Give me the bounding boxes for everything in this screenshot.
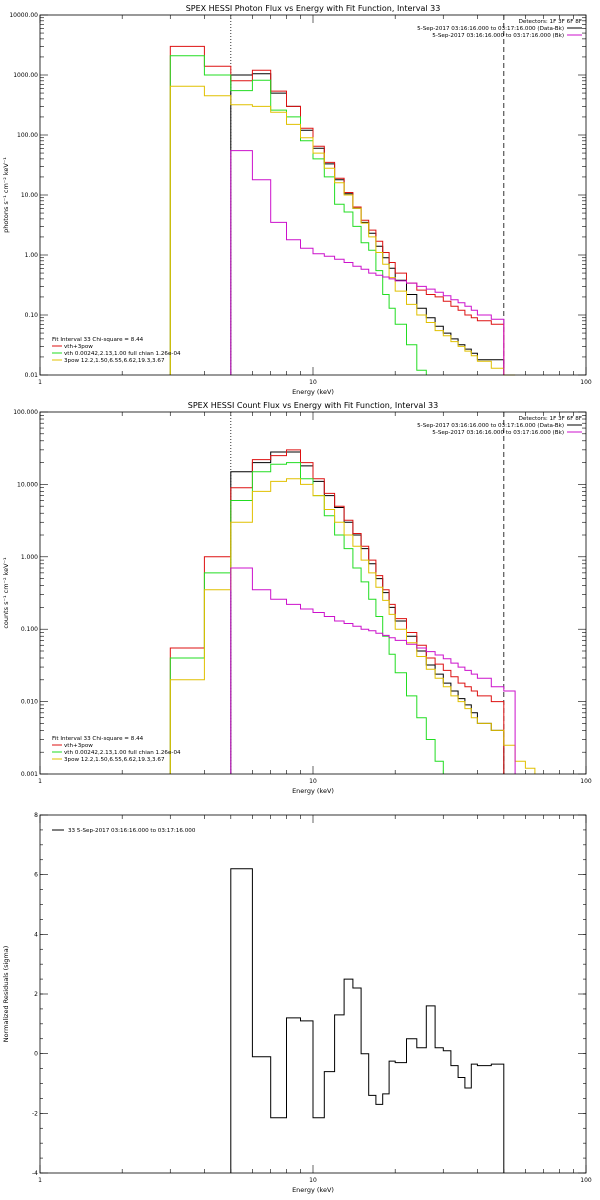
- x-tick-label: 1: [38, 379, 42, 386]
- legend-entry: vth 0.00242,2.13,1.00 full chian 1.26e-0…: [64, 750, 181, 756]
- y-tick-label: 8: [34, 812, 38, 819]
- y-tick-label: 1.000: [21, 554, 38, 561]
- x-axis-label: Energy (keV): [292, 787, 334, 795]
- legend-entry: 5-Sep-2017 03:16:16.000 to 03:17:16.000 …: [417, 423, 564, 429]
- legend-entry: Detectors: 1F 3F 6F 8F: [519, 19, 582, 25]
- y-axis-label: counts s⁻¹ cm⁻² keV⁻¹: [2, 557, 10, 629]
- chart-title: SPEX HESSI Photon Flux vs Energy with Fi…: [186, 4, 441, 13]
- y-tick-label: 0.010: [21, 699, 38, 706]
- plot-frame: [39, 814, 587, 1174]
- y-tick-label: 1000.00: [13, 72, 38, 79]
- series-line-1: [230, 451, 505, 774]
- y-tick-label: -2: [32, 1110, 38, 1117]
- y-tick-label: -4: [32, 1170, 38, 1177]
- y-tick-label: 6: [34, 872, 38, 879]
- y-tick-label: 0: [34, 1051, 38, 1058]
- y-axis-label: Normalized Residuals (sigma): [2, 946, 10, 1043]
- y-tick-label: 10.000: [17, 481, 38, 488]
- legend-entry: 3pow 12.2,1.50,6.55,6.62,19.3,3.67: [64, 757, 165, 763]
- y-tick-label: 100.00: [17, 132, 38, 139]
- y-tick-label: 10000.00: [9, 12, 38, 19]
- series-line-3: [169, 462, 444, 774]
- x-tick-label: 1: [38, 1177, 42, 1184]
- plot-frame: [39, 14, 587, 376]
- y-tick-label: 0.100: [21, 626, 38, 633]
- series-line-4: [169, 85, 516, 376]
- legend-entry: Fit Interval 33 Chi-square = 8.44: [52, 337, 144, 343]
- series-line-5: [230, 567, 516, 774]
- series-line-1: [230, 73, 505, 375]
- series-line-1: [230, 868, 505, 1173]
- series-line-4: [169, 478, 536, 774]
- plot-frame: [39, 411, 587, 775]
- legend-entry: Detectors: 1F 3F 6F 8F: [519, 416, 582, 422]
- series-line-5: [230, 150, 505, 375]
- y-tick-label: 100.000: [13, 409, 38, 416]
- y-tick-label: 0.001: [21, 771, 38, 778]
- y-tick-label: 1.00: [25, 252, 39, 259]
- x-tick-label: 100: [580, 778, 592, 785]
- legend-entry: 33 5-Sep-2017 03:16:16.000 to 03:17:16.0…: [68, 828, 196, 834]
- legend-entry: 5-Sep-2017 03:16:16.000 to 03:17:16.000 …: [432, 430, 564, 436]
- x-tick-label: 1: [38, 778, 42, 785]
- legend-entry: vth+3pow: [64, 344, 93, 350]
- panel-2: SPEX HESSI Count Flux vs Energy with Fit…: [2, 401, 592, 795]
- legend-entry: vth+3pow: [64, 743, 93, 749]
- x-axis-label: Energy (keV): [292, 1186, 334, 1194]
- series-line-2: [169, 449, 505, 774]
- legend-entry: vth 0.00242,2.13,1.00 full chian 1.26e-0…: [64, 351, 181, 357]
- legend-entry: 5-Sep-2017 03:16:16.000 to 03:17:16.000 …: [417, 26, 564, 32]
- x-tick-label: 100: [580, 379, 592, 386]
- panel-3: 1 10 100 -4 -2 0 2 4 6 8 Energy (keV) Normalized Re…: [2, 812, 592, 1194]
- x-tick-label: 10: [309, 778, 317, 785]
- y-tick-label: 10.00: [21, 192, 38, 199]
- panel-1: SPEX HESSI Photon Flux vs Energy with Fi…: [2, 4, 592, 396]
- x-tick-label: 10: [309, 1177, 317, 1184]
- x-axis-label: Energy (keV): [292, 388, 334, 396]
- legend-entry: Fit Interval 33 Chi-square = 8.44: [52, 736, 144, 742]
- y-tick-label: 0.01: [25, 372, 39, 379]
- x-tick-label: 10: [309, 379, 317, 386]
- y-tick-label: 4: [34, 931, 38, 938]
- y-tick-label: 2: [34, 991, 38, 998]
- y-tick-label: 0.10: [25, 312, 39, 319]
- chart-title: SPEX HESSI Count Flux vs Energy with Fit…: [188, 401, 439, 410]
- legend-entry: 3pow 12.2,1.50,6.55,6.62,19.3,3.67: [64, 358, 165, 364]
- legend-entry: 5-Sep-2017 03:16:16.000 to 03:17:16.000 …: [432, 33, 564, 39]
- series-line-2: [169, 45, 505, 375]
- x-tick-label: 100: [580, 1177, 592, 1184]
- y-axis-label: photons s⁻¹ cm⁻² keV⁻¹: [2, 157, 10, 233]
- series-line-3: [169, 55, 427, 375]
